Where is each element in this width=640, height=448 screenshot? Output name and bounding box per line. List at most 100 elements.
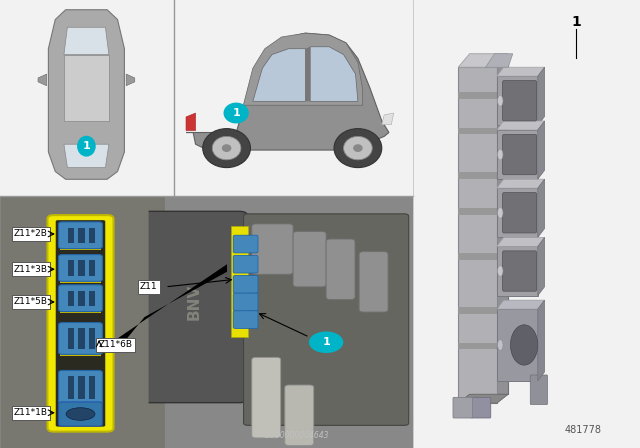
- FancyBboxPatch shape: [252, 358, 281, 438]
- Polygon shape: [538, 237, 545, 296]
- Bar: [68, 376, 74, 399]
- FancyBboxPatch shape: [233, 255, 258, 273]
- FancyBboxPatch shape: [233, 235, 258, 253]
- Polygon shape: [497, 87, 508, 99]
- FancyBboxPatch shape: [244, 214, 409, 425]
- Circle shape: [344, 136, 372, 160]
- Circle shape: [310, 332, 342, 352]
- Bar: [458, 92, 497, 99]
- FancyBboxPatch shape: [59, 402, 102, 426]
- FancyBboxPatch shape: [326, 239, 355, 299]
- Polygon shape: [116, 264, 227, 347]
- FancyBboxPatch shape: [502, 81, 536, 121]
- Bar: [60, 310, 101, 313]
- FancyBboxPatch shape: [502, 193, 536, 233]
- Bar: [458, 172, 497, 179]
- FancyBboxPatch shape: [140, 211, 248, 403]
- Polygon shape: [497, 121, 545, 130]
- FancyBboxPatch shape: [359, 252, 388, 312]
- Ellipse shape: [66, 408, 95, 420]
- Bar: [89, 260, 95, 276]
- Polygon shape: [186, 113, 196, 130]
- Polygon shape: [186, 33, 389, 150]
- Polygon shape: [49, 10, 124, 179]
- FancyBboxPatch shape: [502, 134, 536, 175]
- Polygon shape: [305, 47, 310, 101]
- Circle shape: [212, 136, 241, 160]
- Polygon shape: [231, 226, 248, 337]
- Polygon shape: [497, 179, 545, 188]
- Polygon shape: [538, 300, 545, 381]
- Bar: [89, 328, 95, 349]
- Bar: [79, 328, 84, 349]
- Polygon shape: [243, 33, 363, 105]
- Bar: [458, 128, 497, 134]
- Polygon shape: [38, 74, 47, 86]
- Polygon shape: [497, 188, 538, 237]
- FancyBboxPatch shape: [453, 397, 472, 418]
- Polygon shape: [497, 246, 538, 296]
- Polygon shape: [538, 179, 545, 237]
- Polygon shape: [486, 54, 513, 67]
- Polygon shape: [0, 196, 165, 448]
- Polygon shape: [253, 49, 305, 101]
- Text: EO00000004643: EO00000004643: [265, 431, 330, 440]
- Polygon shape: [470, 54, 508, 394]
- Polygon shape: [497, 168, 508, 179]
- Polygon shape: [497, 204, 508, 215]
- FancyBboxPatch shape: [47, 215, 113, 431]
- FancyBboxPatch shape: [59, 222, 102, 249]
- Circle shape: [497, 340, 503, 350]
- FancyBboxPatch shape: [293, 232, 326, 287]
- Bar: [60, 353, 101, 356]
- Polygon shape: [382, 113, 394, 125]
- Polygon shape: [126, 74, 135, 86]
- Bar: [89, 291, 95, 306]
- Circle shape: [497, 207, 503, 218]
- Bar: [60, 280, 101, 283]
- Bar: [89, 228, 95, 243]
- Polygon shape: [458, 394, 508, 403]
- Text: BNV: BNV: [186, 284, 202, 320]
- Bar: [79, 260, 84, 276]
- Polygon shape: [64, 55, 109, 121]
- Polygon shape: [497, 67, 545, 76]
- Bar: [68, 328, 74, 349]
- Text: Z11*6B: Z11*6B: [99, 340, 132, 349]
- Bar: [89, 376, 95, 399]
- FancyBboxPatch shape: [59, 370, 102, 405]
- Bar: [68, 291, 74, 306]
- Circle shape: [497, 95, 503, 106]
- Text: Z11*3B: Z11*3B: [14, 265, 48, 274]
- FancyBboxPatch shape: [252, 224, 293, 274]
- Ellipse shape: [511, 325, 538, 365]
- Polygon shape: [497, 302, 508, 314]
- Text: 481778: 481778: [564, 425, 602, 435]
- Bar: [458, 307, 497, 314]
- Bar: [458, 208, 497, 215]
- Bar: [458, 253, 497, 260]
- Bar: [79, 291, 84, 306]
- Polygon shape: [497, 130, 538, 179]
- Polygon shape: [538, 121, 545, 179]
- Polygon shape: [165, 196, 413, 448]
- Polygon shape: [497, 300, 545, 309]
- Text: 1: 1: [322, 337, 330, 347]
- Circle shape: [78, 136, 95, 156]
- Bar: [60, 247, 101, 250]
- Polygon shape: [458, 67, 497, 403]
- FancyBboxPatch shape: [233, 293, 258, 311]
- Circle shape: [334, 129, 382, 168]
- Text: Z11*5B: Z11*5B: [14, 297, 48, 306]
- Circle shape: [353, 144, 363, 152]
- FancyBboxPatch shape: [59, 254, 102, 281]
- Polygon shape: [497, 249, 508, 260]
- Bar: [79, 228, 84, 243]
- Circle shape: [224, 103, 248, 123]
- FancyBboxPatch shape: [8, 206, 148, 438]
- Bar: [68, 228, 74, 243]
- Text: Z11*2B: Z11*2B: [14, 229, 48, 238]
- Text: 1: 1: [572, 15, 581, 30]
- Polygon shape: [497, 123, 508, 134]
- FancyBboxPatch shape: [59, 323, 102, 354]
